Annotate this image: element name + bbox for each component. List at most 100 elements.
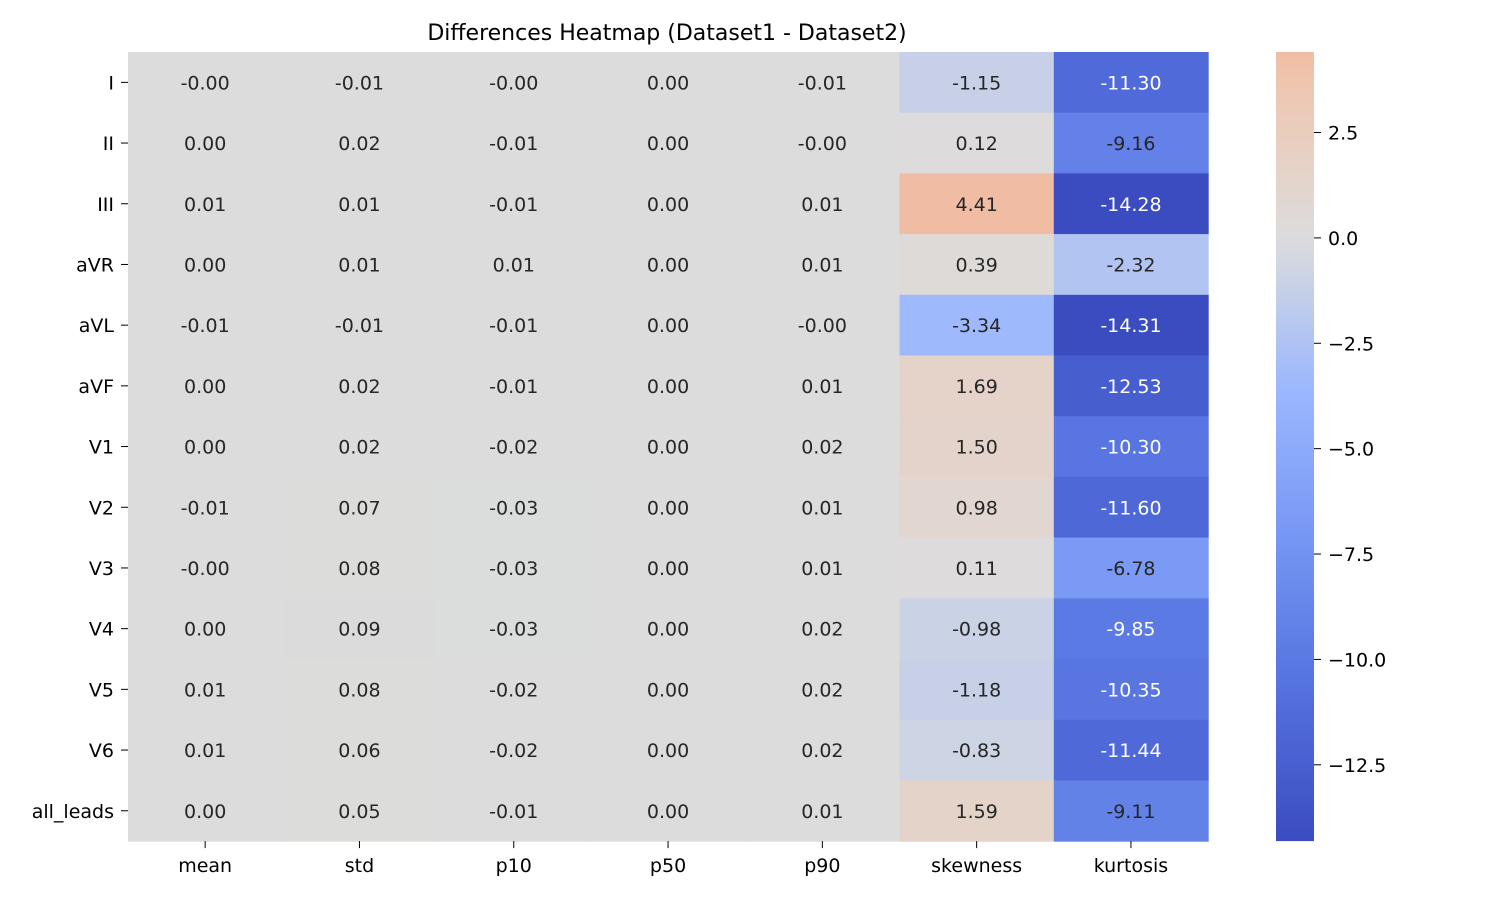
row-tick-label: V4 — [89, 619, 114, 641]
heatmap-cell — [899, 659, 1055, 721]
cell-value-label: 0.00 — [647, 679, 689, 701]
colorbar-gradient — [1276, 52, 1314, 842]
heatmap-cell — [899, 537, 1055, 599]
heatmap-cell — [590, 173, 746, 235]
heatmap-cell — [282, 173, 438, 235]
heatmap-cell — [899, 476, 1055, 539]
heatmap-cell — [1053, 780, 1209, 842]
cell-value-label: -6.78 — [1106, 558, 1155, 580]
colorbar-ticks: 2.5 0.0 −2.5 −5.0 −7.5 −10.0 −12.5 — [1314, 123, 1386, 777]
heatmap-cell — [745, 476, 901, 539]
cell-value-label: 0.02 — [801, 437, 843, 459]
heatmap-cell — [282, 598, 438, 660]
cell-value-label: 0.00 — [647, 376, 689, 398]
row-tick-label: V2 — [89, 497, 114, 519]
heatmap-cell — [899, 52, 1055, 114]
cell-value-label: 1.69 — [955, 376, 997, 398]
cell-value-label: -0.01 — [181, 497, 230, 519]
cell-value-label: -0.01 — [489, 315, 538, 337]
heatmap-cell — [1053, 294, 1209, 357]
row-tick-label: aVR — [76, 254, 114, 276]
heatmap-cell — [1053, 719, 1209, 781]
cell-value-label: -0.00 — [798, 315, 847, 337]
column-axis: mean std p10 p50 p90 skewness kurtosis — [178, 841, 1168, 877]
colorbar-tick-label: 2.5 — [1328, 123, 1358, 145]
cell-value-label: 0.01 — [801, 801, 843, 823]
heatmap-cell — [128, 598, 283, 660]
cell-value-label: 0.01 — [493, 254, 535, 276]
cell-value-label: -14.28 — [1100, 194, 1161, 216]
cell-value-label: 0.00 — [184, 254, 226, 276]
cell-value-label: -0.02 — [489, 679, 538, 701]
heatmap-cell — [899, 173, 1055, 235]
column-tick-label: std — [345, 855, 374, 877]
cell-value-label: 0.01 — [184, 740, 226, 762]
heatmap-cell — [745, 173, 901, 235]
colorbar-tick-label: −7.5 — [1328, 544, 1374, 566]
cell-value-label: 0.01 — [338, 254, 380, 276]
cell-value-label: -3.34 — [952, 315, 1001, 337]
heatmap-cell — [745, 719, 901, 781]
colorbar: 2.5 0.0 −2.5 −5.0 −7.5 −10.0 −12.5 — [1276, 52, 1386, 842]
heatmap-cell-labels: -0.00 -0.01 -0.00 0.00 -0.01 -1.15 -11.30 0.00 0… — [181, 72, 1162, 822]
heatmap-cell — [436, 659, 592, 721]
heatmap-cell — [899, 112, 1055, 174]
heatmap-cell — [1053, 659, 1209, 721]
cell-value-label: -14.31 — [1100, 315, 1161, 337]
cell-value-label: -0.00 — [181, 558, 230, 580]
cell-value-label: -0.01 — [181, 315, 230, 337]
cell-value-label: 0.00 — [184, 619, 226, 641]
cell-value-label: 0.01 — [184, 679, 226, 701]
heatmap-cell — [745, 355, 901, 417]
heatmap-cell — [590, 719, 746, 781]
heatmap-cell — [282, 659, 438, 721]
cell-value-label: 0.12 — [955, 133, 997, 155]
cell-value-label: -9.11 — [1106, 801, 1155, 823]
cell-value-label: 0.07 — [338, 497, 380, 519]
row-tick-label: II — [103, 133, 114, 155]
heatmap-cell — [899, 719, 1055, 781]
heatmap-cell — [899, 598, 1055, 660]
cell-value-label: 0.00 — [647, 740, 689, 762]
heatmap-cell — [282, 719, 438, 781]
heatmap-cell — [745, 659, 901, 721]
cell-value-label: -0.00 — [181, 72, 230, 94]
heatmap-cell — [128, 476, 283, 539]
heatmap-cell — [128, 294, 283, 357]
column-tick-label: kurtosis — [1094, 855, 1168, 877]
cell-value-label: -12.53 — [1100, 376, 1161, 398]
cell-value-label: 0.00 — [184, 376, 226, 398]
heatmap-cell — [745, 780, 901, 842]
cell-value-label: 0.00 — [647, 801, 689, 823]
cell-value-label: 0.02 — [338, 376, 380, 398]
cell-value-label: 0.02 — [801, 740, 843, 762]
cell-value-label: 0.02 — [338, 133, 380, 155]
cell-value-label: -11.60 — [1100, 497, 1161, 519]
heatmap-cell — [590, 537, 746, 599]
heatmap-cell — [128, 355, 283, 417]
heatmap-cell — [128, 112, 283, 174]
heatmap-cell — [436, 416, 592, 478]
cell-value-label: 0.02 — [338, 437, 380, 459]
cell-value-label: -10.35 — [1100, 679, 1161, 701]
cell-value-label: -0.01 — [335, 72, 384, 94]
cell-value-label: -0.01 — [489, 801, 538, 823]
heatmap-cell — [899, 416, 1055, 478]
heatmap-cell — [436, 112, 592, 174]
heatmap-cell — [1053, 112, 1209, 174]
heatmap-cell — [128, 234, 283, 296]
column-tick-label: p10 — [496, 855, 532, 877]
cell-value-label: 0.01 — [801, 497, 843, 519]
heatmap-cell — [282, 780, 438, 842]
cell-value-label: -11.44 — [1100, 740, 1161, 762]
cell-value-label: -0.02 — [489, 740, 538, 762]
heatmap-cell — [282, 52, 438, 114]
cell-value-label: -0.03 — [489, 497, 538, 519]
heatmap-cell — [899, 234, 1055, 296]
heatmap-cell — [745, 537, 901, 599]
heatmap-cell — [282, 294, 438, 357]
heatmap-cell — [282, 355, 438, 417]
cell-value-label: 0.01 — [801, 194, 843, 216]
cell-value-label: -1.15 — [952, 72, 1001, 94]
